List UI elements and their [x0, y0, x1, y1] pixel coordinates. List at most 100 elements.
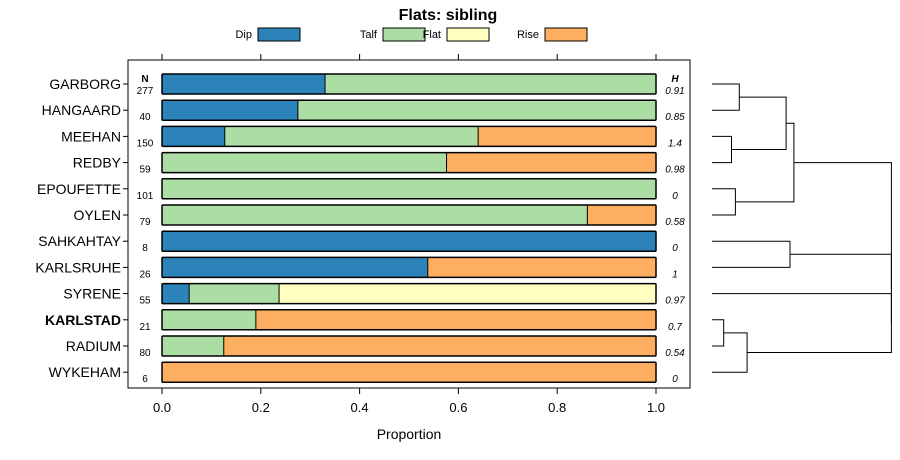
bar-segment	[162, 309, 256, 330]
chart-title: Flats: sibling	[399, 7, 498, 24]
n-value: 59	[139, 165, 151, 176]
legend-label: Rise	[517, 29, 539, 41]
n-value: 6	[142, 374, 148, 385]
h-value: 0	[672, 374, 678, 385]
bar-segment	[162, 152, 447, 173]
dendrogram-branch	[712, 83, 740, 111]
dendrogram-branch	[712, 319, 725, 347]
bar-outline	[161, 99, 657, 121]
row-label: RADIUM	[66, 338, 121, 354]
n-value: 277	[137, 86, 154, 97]
bar-segment	[162, 336, 224, 356]
bar-segment	[325, 74, 656, 94]
h-value: 0.54	[665, 348, 685, 359]
h-value: 0.85	[665, 112, 685, 123]
row-label: WYKEHAM	[49, 364, 121, 380]
dendrogram	[712, 83, 892, 373]
bars	[161, 73, 657, 383]
row-label: KARLSTAD	[45, 312, 121, 328]
dendrogram-branch	[712, 135, 732, 164]
bar-segment	[223, 336, 656, 356]
legend-label: Talf	[360, 29, 378, 41]
row-label: KARLSRUHE	[35, 259, 121, 275]
row-label: OYLEN	[74, 207, 121, 223]
row-label: GARBORG	[49, 76, 121, 92]
bar-segment	[162, 100, 298, 121]
h-value: 0.97	[665, 296, 685, 307]
n-value: 150	[137, 138, 154, 149]
bar-outline	[161, 361, 657, 383]
n-value: 79	[139, 217, 151, 228]
h-value: 0	[672, 243, 678, 254]
bar-outline	[161, 151, 657, 174]
bar-segment	[162, 362, 656, 383]
bar-segment	[587, 205, 656, 225]
legend-swatch	[544, 27, 588, 42]
dendrogram-branch	[793, 162, 892, 289]
n-value: 8	[142, 243, 148, 254]
n-value: 21	[139, 322, 151, 333]
h-labels: H0.91 0.85 1.4 0.98 0 0.58 0 1 0.97 0.7 0.54 0	[665, 74, 685, 385]
x-tick-label: 0.8	[548, 400, 566, 415]
x-tick-label: 0.2	[252, 400, 270, 415]
bar-outline	[161, 282, 657, 305]
h-value: 0.58	[665, 217, 685, 228]
x-tick-label: 0.6	[449, 400, 467, 415]
h-header: H	[671, 74, 679, 85]
x-axis-label: Proportion	[377, 426, 442, 442]
bar-outline	[161, 125, 657, 148]
dendrogram-branch	[712, 293, 892, 354]
row-label: REDBY	[73, 155, 122, 171]
h-value: 0.7	[668, 322, 682, 333]
x-tick-label: 0.4	[351, 400, 369, 415]
bar-segment	[162, 74, 326, 94]
bar-segment	[162, 205, 588, 225]
plot-frame	[127, 59, 691, 389]
legend-swatch	[446, 27, 490, 42]
n-value: 80	[139, 348, 151, 359]
n-value: 101	[137, 191, 154, 202]
bar-outline	[161, 230, 657, 252]
dendrogram-branch	[735, 122, 795, 203]
bar-segment	[162, 231, 656, 252]
bar-segment	[162, 126, 225, 147]
legend-swatch	[382, 27, 426, 42]
bar-segment	[279, 283, 656, 304]
legend-label: Dip	[235, 29, 252, 41]
dendrogram-branch	[790, 253, 892, 324]
bar-segment	[224, 126, 479, 147]
bar-segment	[189, 283, 280, 304]
n-value: 26	[139, 269, 151, 280]
n-value: 55	[139, 296, 151, 307]
n-value: 40	[139, 112, 151, 123]
bar-segment	[446, 152, 656, 173]
row-labels: GARBORG HANGAARD MEEHAN REDBY EPOUFETTE OYLEN…	[35, 76, 128, 380]
bar-outline	[161, 256, 657, 279]
x-tick-label: 0.0	[153, 400, 171, 415]
bar-outline	[161, 178, 657, 200]
bar-outline	[161, 73, 657, 95]
bar-segment	[162, 283, 190, 304]
bar-segment	[478, 126, 656, 147]
row-label: HANGAARD	[42, 102, 121, 118]
h-value: 0	[672, 191, 678, 202]
h-value: 1	[672, 269, 678, 280]
row-label: EPOUFETTE	[37, 181, 121, 197]
bar-segment	[297, 100, 656, 121]
row-label: SAHKAHTAY	[38, 233, 121, 249]
h-value: 0.91	[665, 86, 684, 97]
bar-segment	[162, 178, 656, 199]
bar-outline	[161, 204, 657, 226]
legend-swatch	[257, 27, 301, 42]
row-label: SYRENE	[63, 286, 121, 302]
dendrogram-branch	[712, 240, 791, 268]
legend: Dip Talf Flat Rise	[235, 27, 588, 42]
legend-label: Flat	[423, 29, 441, 41]
dendrogram-branch	[712, 332, 748, 373]
bar-segment	[427, 257, 656, 278]
bar-outline	[161, 335, 657, 357]
bar-outline	[161, 309, 657, 331]
bar-segment	[255, 309, 657, 330]
dendrogram-branch	[712, 188, 736, 216]
